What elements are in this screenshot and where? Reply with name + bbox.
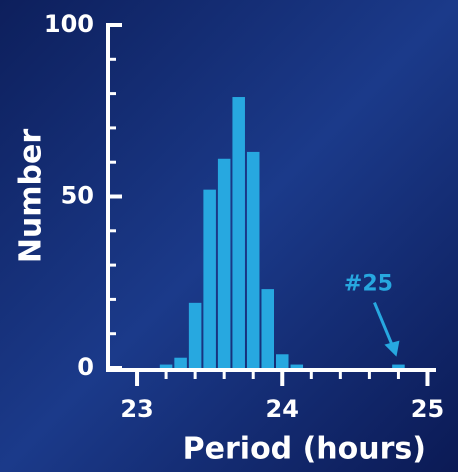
y-axis-label: Number: [14, 129, 49, 264]
y-tick-label: 0: [77, 353, 94, 381]
bar: [232, 97, 245, 368]
bar: [261, 289, 274, 368]
bar: [174, 357, 187, 368]
bar: [246, 151, 260, 368]
y-tick-label: 100: [44, 10, 94, 38]
bar: [217, 158, 231, 368]
bar: [392, 364, 405, 368]
bar: [159, 364, 173, 368]
x-tick-label: 24: [266, 395, 299, 423]
x-tick-label: 23: [120, 395, 153, 423]
bar: [188, 302, 202, 368]
bar: [203, 189, 216, 368]
annotation: #25: [344, 272, 393, 297]
bar: [276, 354, 289, 368]
x-axis-label: Period (hours): [183, 432, 426, 467]
x-tick-label: 25: [411, 395, 444, 423]
annotation-arrow: [373, 301, 396, 352]
y-tick-label: 50: [61, 182, 94, 210]
bar: [290, 364, 304, 368]
annotation-arrowhead: [384, 340, 400, 357]
